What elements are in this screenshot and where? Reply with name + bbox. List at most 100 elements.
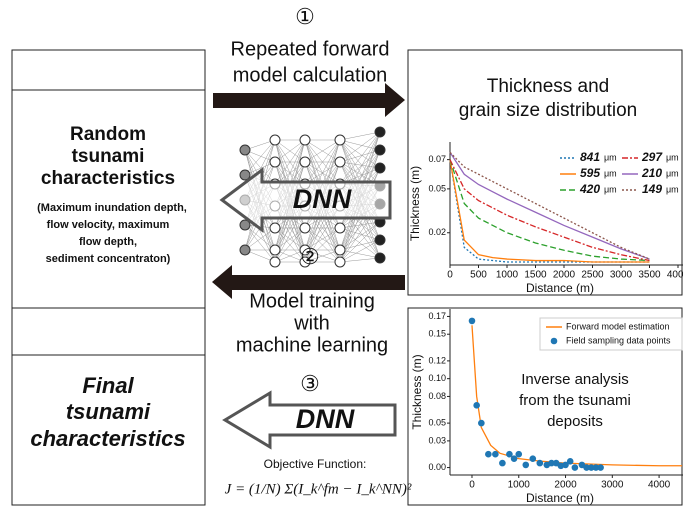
x-tick-label: 2500 [581, 270, 604, 281]
connection [339, 139, 381, 151]
data-point [499, 459, 506, 467]
neuron [374, 162, 386, 174]
x-tick-label: 0 [447, 270, 453, 281]
data-point [583, 464, 590, 471]
data-point [587, 464, 595, 471]
y-tick-label: 0.17 [428, 311, 446, 321]
data-point [529, 455, 537, 462]
neuron [269, 134, 281, 146]
connection [339, 239, 381, 251]
neuron [269, 244, 281, 256]
connection [304, 139, 341, 163]
x-axis-label: Distance (m) [526, 491, 594, 505]
data-line [449, 151, 650, 260]
neuron [239, 169, 251, 181]
connection [244, 149, 276, 185]
annotation: Inverse analysis [521, 371, 629, 388]
hollow-arrow [219, 167, 392, 233]
dnn-label: DNN [296, 404, 355, 434]
connection [339, 131, 381, 163]
connection [244, 224, 276, 251]
x-tick-label: 1500 [524, 270, 547, 281]
neuron [374, 234, 386, 246]
chart-title: grain size distribution [459, 100, 637, 121]
neuron [269, 156, 281, 168]
box-title: Final [82, 373, 134, 398]
y-tick-label: 0.07 [428, 154, 446, 164]
neuron [239, 244, 251, 256]
data-point [536, 459, 544, 467]
legend-unit: μm [666, 184, 679, 194]
neuron [299, 244, 311, 256]
y-tick-label: 0.10 [428, 373, 446, 383]
x-tick-label: 4000 [648, 480, 671, 491]
y-axis-label: Thickness (m) [410, 354, 424, 429]
neuron [269, 256, 281, 268]
x-tick-label: 2000 [553, 270, 576, 281]
neuron [299, 134, 311, 146]
step-label: model calculation [233, 64, 388, 86]
annotation: from the tsunami [519, 392, 631, 409]
chart-frame [407, 49, 683, 296]
x-tick-label: 0 [469, 480, 475, 491]
box-detail: flow depth, [79, 236, 137, 248]
legend-label: 210 [641, 166, 662, 180]
annotation: deposits [547, 413, 603, 430]
y-tick-label: 0.08 [428, 391, 446, 401]
data-point [506, 450, 513, 458]
connection [339, 221, 381, 229]
left-boxes [11, 49, 683, 506]
box [11, 354, 206, 506]
connection [339, 149, 381, 185]
step-label: Model training [249, 290, 375, 312]
connection [304, 227, 341, 251]
legend-unit: μm [604, 184, 617, 194]
connection [274, 227, 306, 263]
legend-label: 841 [580, 150, 600, 164]
step-label: machine learning [236, 334, 388, 356]
connection [339, 239, 381, 263]
box-title: Random [70, 124, 146, 145]
neuron [374, 144, 386, 156]
box [11, 49, 206, 91]
connection [274, 227, 306, 251]
legend-label: 595 [580, 166, 600, 180]
box-detail: flow velocity, maximum [47, 219, 170, 231]
box-title: tsunami [66, 399, 151, 424]
data-point [571, 464, 579, 471]
box [11, 89, 206, 309]
y-tick-label: 0.05 [428, 183, 446, 193]
legend-label: 297 [641, 150, 663, 164]
box-title: characteristics [30, 426, 185, 451]
neuron [299, 156, 311, 168]
connection [339, 257, 381, 263]
data-point [592, 464, 600, 471]
connection [339, 221, 381, 251]
hollow-arrow [222, 390, 397, 450]
step-number: ③ [300, 371, 320, 396]
y-axis-label: Thickness (m) [408, 166, 422, 241]
data-point [562, 461, 569, 469]
x-tick-label: 1000 [496, 270, 519, 281]
y-tick-label: 0.03 [428, 435, 446, 445]
connection [304, 249, 341, 263]
arrow [212, 265, 405, 299]
neuron [374, 126, 386, 138]
y-tick-label: 0.12 [428, 355, 446, 365]
legend-label: Field sampling data points [566, 335, 671, 345]
data-point [548, 459, 555, 467]
connection [339, 139, 381, 169]
x-tick-label: 1000 [508, 480, 531, 491]
data-line [449, 159, 650, 262]
legend-box [539, 317, 683, 351]
legend-label: Forward model estimation [566, 321, 670, 331]
connection [304, 227, 341, 263]
neuron [334, 134, 346, 146]
box [11, 307, 206, 356]
x-tick-label: 4000 [667, 270, 683, 281]
x-tick-label: 3000 [610, 270, 633, 281]
step-label: Repeated forward [231, 38, 390, 60]
connection [274, 139, 306, 163]
